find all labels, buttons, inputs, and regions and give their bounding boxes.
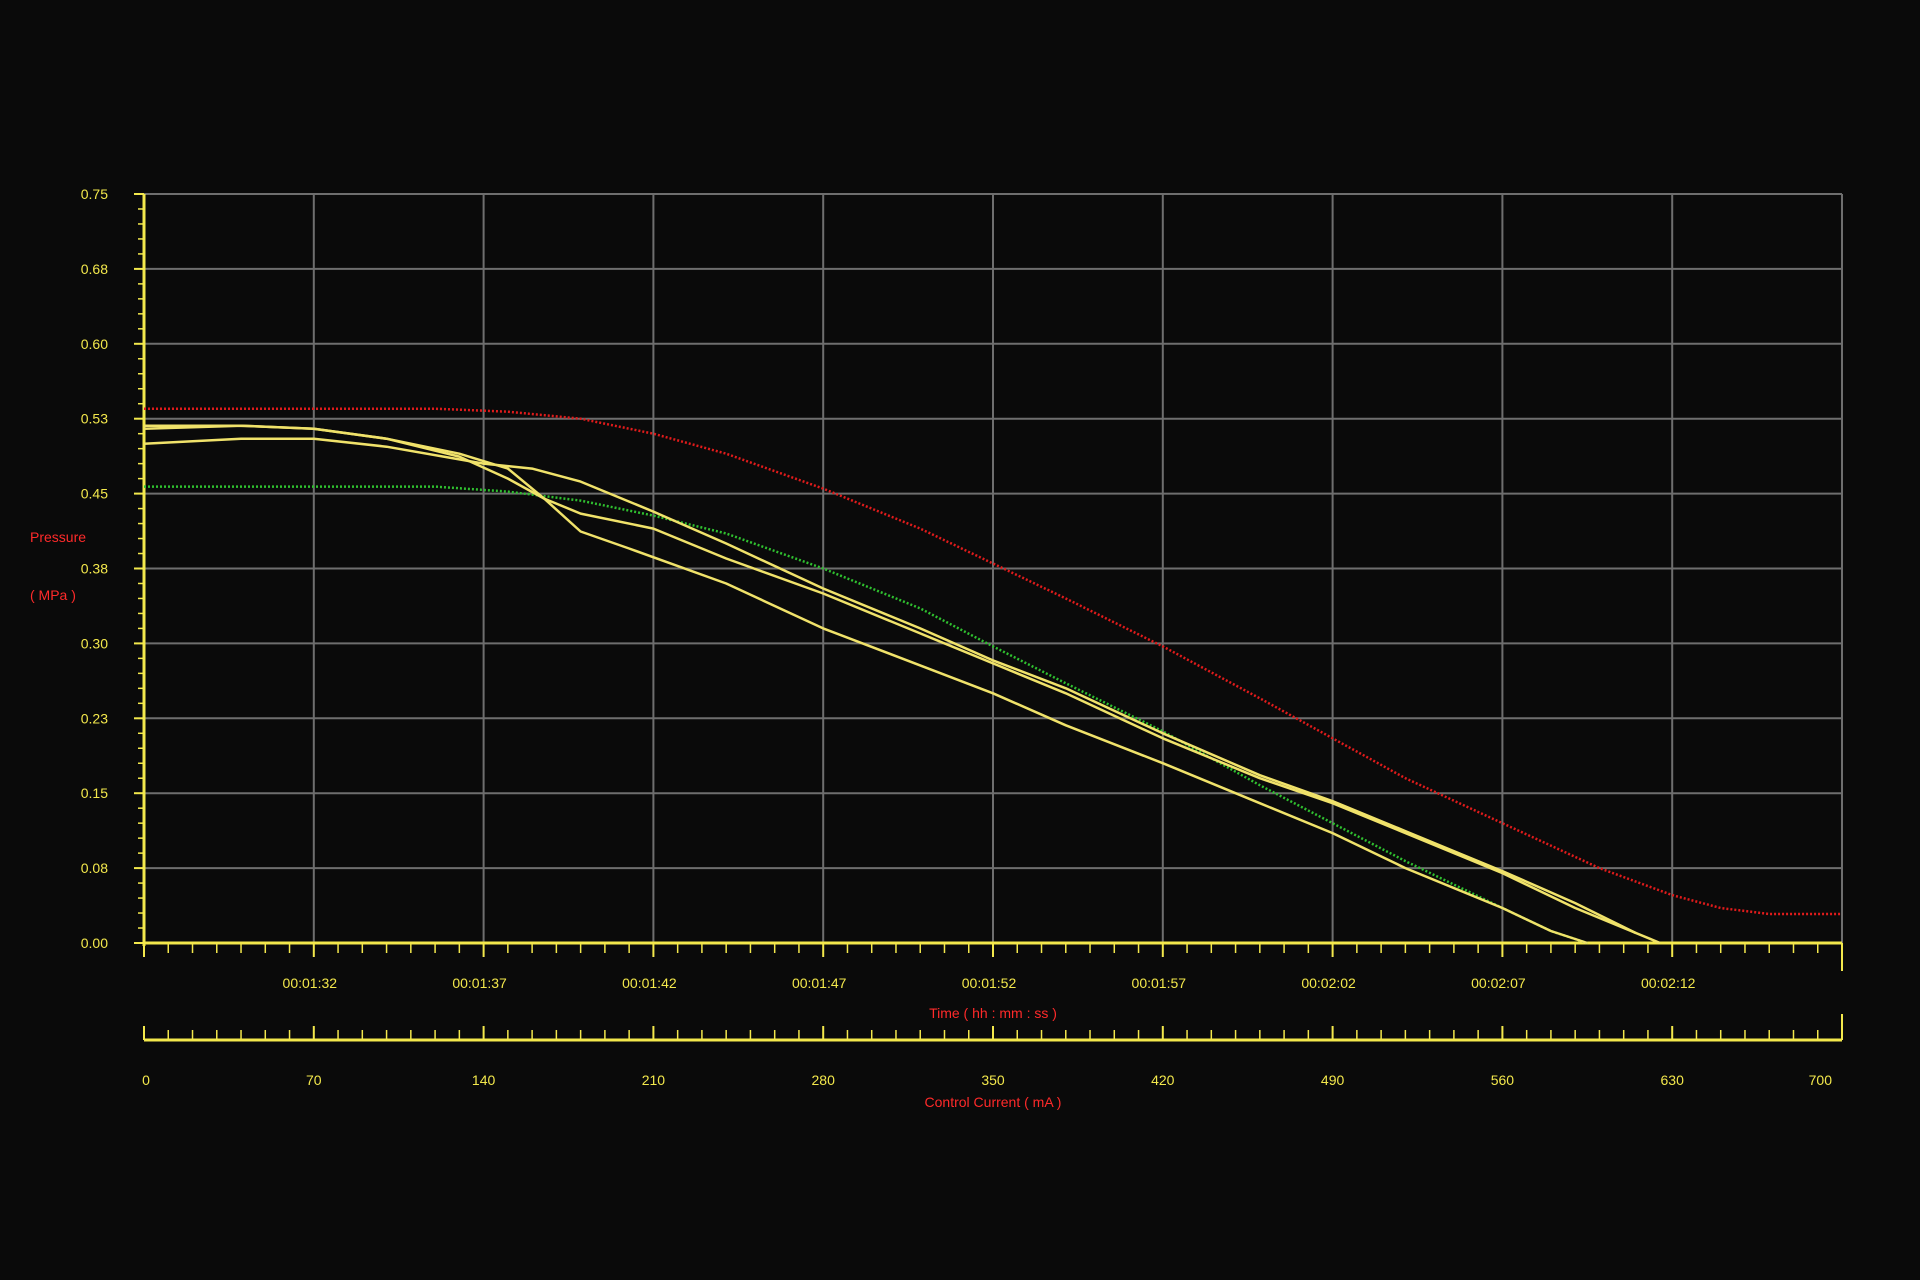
current-tick-label: 140: [472, 1072, 496, 1088]
series-line-2: [144, 485, 1588, 945]
tick-labels: 0.00 0.08 0.15 0.23 0.30 0.38 0.45 0.53 0.60 0.68…: [81, 186, 1832, 1088]
y-axis-title-line2: ( MPa ): [30, 587, 76, 603]
current-tick-label: 70: [306, 1072, 322, 1088]
time-tick-label: 00:02:02: [1301, 975, 1356, 991]
y-tick-label: 0.00: [81, 935, 108, 951]
current-tick-label: 350: [981, 1072, 1005, 1088]
y-tick-label: 0.30: [81, 635, 108, 651]
time-tick-label: 00:02:07: [1471, 975, 1526, 991]
y-tick-label: 0.68: [81, 261, 108, 277]
current-tick-label: 630: [1661, 1072, 1685, 1088]
y-tick-label: 0.60: [81, 336, 108, 352]
time-tick-label: 00:01:32: [283, 975, 338, 991]
y-axis-title-line1: Pressure: [30, 529, 86, 545]
y-tick-label: 0.75: [81, 186, 108, 202]
x-axis-title-time: Time ( hh : mm : ss ): [929, 1005, 1057, 1021]
series-line-4: [143, 437, 1637, 935]
series-group: [143, 407, 1842, 945]
time-tick-label: 00:01:57: [1132, 975, 1187, 991]
time-tick-label: 00:02:12: [1641, 975, 1696, 991]
y-tick-label: 0.53: [81, 411, 108, 427]
time-tick-label: 00:01:37: [452, 975, 507, 991]
y-tick-label: 0.15: [81, 785, 108, 801]
time-tick-label: 00:01:42: [622, 975, 677, 991]
time-tick-label: 00:01:52: [962, 975, 1017, 991]
current-tick-label: 560: [1491, 1072, 1515, 1088]
grid-lines: [143, 193, 1843, 944]
time-tick-label: 00:01:47: [792, 975, 847, 991]
series-line-5: [144, 424, 1588, 945]
current-tick-label: 0: [142, 1072, 150, 1088]
axes: [134, 193, 1843, 1042]
current-tick-label: 280: [812, 1072, 836, 1088]
current-tick-label: 700: [1809, 1072, 1833, 1088]
current-tick-label: 490: [1321, 1072, 1345, 1088]
series-line-3: [143, 424, 1661, 945]
current-tick-label: 420: [1151, 1072, 1175, 1088]
y-tick-label: 0.08: [81, 860, 108, 876]
minor-ticks: [138, 208, 1843, 1040]
x-axis-title-current: Control Current ( mA ): [925, 1094, 1062, 1110]
current-tick-label: 210: [642, 1072, 666, 1088]
y-tick-label: 0.38: [81, 561, 108, 577]
y-tick-label: 0.45: [81, 486, 108, 502]
y-tick-label: 0.23: [81, 710, 108, 726]
series-line-1: [144, 407, 1842, 916]
